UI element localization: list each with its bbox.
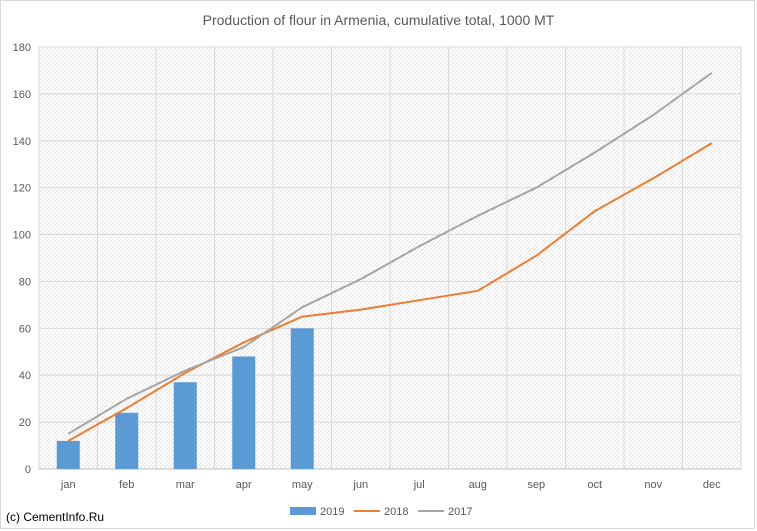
line-series-2018 (67, 142, 713, 442)
legend-label-2017: 2017 (448, 506, 472, 518)
y-tick-label: 160 (13, 89, 31, 101)
credit-text: (c) CementInfo.Ru (6, 510, 105, 524)
x-tick-label: jan (60, 479, 76, 491)
x-tick-label: jun (352, 479, 368, 491)
bar-2019-jan (56, 440, 80, 469)
y-tick-label: 120 (13, 183, 31, 195)
bar-2019-apr (232, 356, 256, 469)
y-tick-label: 180 (13, 42, 31, 54)
y-tick-label: 60 (19, 323, 31, 335)
x-tick-label: mar (176, 479, 195, 491)
x-tick-label: feb (119, 479, 134, 491)
legend-label-2018: 2018 (384, 506, 408, 518)
bar-2019-mar (173, 382, 197, 469)
line-series-2017 (67, 71, 713, 435)
legend-label-2019: 2019 (320, 506, 344, 518)
y-tick-label: 80 (19, 276, 31, 288)
x-tick-label: nov (644, 479, 662, 491)
y-tick-label: 140 (13, 136, 31, 148)
bar-2019-may (290, 328, 314, 469)
x-tick-label: dec (703, 479, 721, 491)
y-tick-label: 100 (13, 230, 31, 242)
legend-swatch-2019 (290, 507, 316, 515)
x-tick-label: may (292, 479, 313, 491)
chart-title: Production of flour in Armenia, cumulati… (202, 12, 555, 28)
y-tick-label: 20 (19, 417, 31, 429)
y-tick-label: 0 (25, 464, 31, 476)
x-tick-label: jul (413, 479, 425, 491)
x-tick-label: oct (587, 479, 602, 491)
x-tick-label: sep (527, 479, 545, 491)
y-tick-label: 40 (19, 370, 31, 382)
x-tick-label: aug (469, 479, 487, 491)
x-tick-label: apr (236, 479, 252, 491)
bar-2019-feb (115, 412, 139, 469)
